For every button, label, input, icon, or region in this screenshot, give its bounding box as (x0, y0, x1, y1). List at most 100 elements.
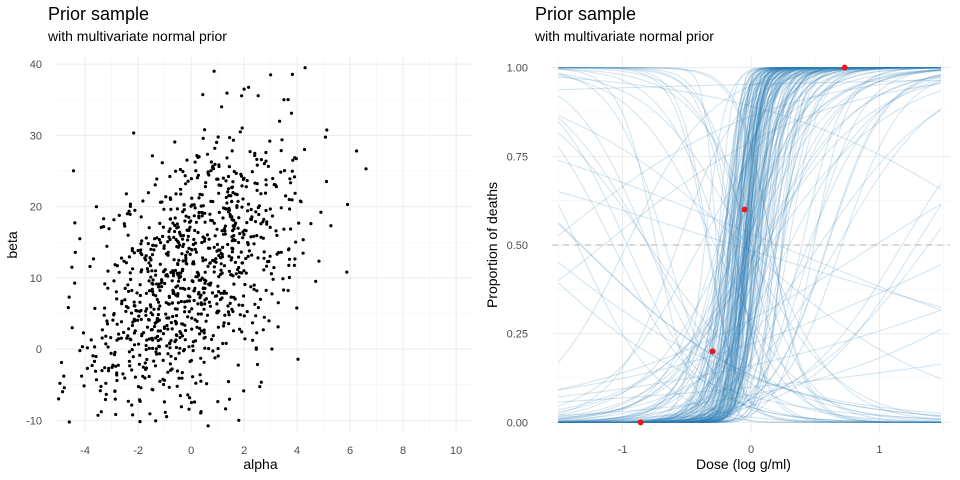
scatter-point (117, 270, 121, 274)
scatter-point (205, 233, 209, 237)
dose-response-curve (558, 67, 941, 423)
scatter-point (199, 293, 203, 297)
scatter-point (144, 313, 148, 317)
scatter-point (140, 268, 144, 272)
scatter-point (179, 187, 183, 191)
dose-response-curve (558, 67, 941, 423)
scatter-point (187, 299, 191, 303)
scatter-point (232, 295, 236, 299)
dose-response-curve (558, 67, 941, 423)
scatter-point (253, 220, 258, 224)
scatter-point (198, 373, 202, 377)
scatter-point (212, 221, 216, 225)
scatter-point (282, 98, 286, 102)
scatter-point (226, 190, 230, 194)
dose-response-x-tick-label: 0 (748, 444, 754, 456)
scatter-point (226, 187, 231, 191)
dose-response-curve (558, 67, 941, 423)
scatter-point (78, 349, 82, 353)
scatter-point (128, 202, 132, 206)
scatter-point (147, 261, 151, 265)
scatter-point (317, 259, 321, 263)
dose-response-curve (558, 69, 942, 407)
dose-response-curve (558, 67, 941, 423)
scatter-point (244, 256, 248, 261)
dose-response-curve (558, 67, 941, 423)
dose-response-curve (558, 83, 942, 282)
scatter-point (115, 297, 119, 301)
dose-response-curve (558, 67, 942, 423)
scatter-point (138, 283, 142, 287)
scatter-point (115, 378, 119, 383)
scatter-point (183, 219, 187, 223)
scatter-point (166, 352, 170, 356)
scatter-point (224, 291, 228, 295)
scatter-point (160, 285, 164, 289)
dose-response-curve (558, 67, 941, 423)
scatter-point (244, 185, 248, 189)
dose-response-curve (558, 67, 941, 423)
scatter-point (203, 346, 207, 350)
scatter-point (163, 281, 167, 286)
dose-response-curve (558, 67, 941, 423)
dose-response-curve (558, 115, 942, 380)
scatter-point (264, 178, 268, 182)
scatter-point (290, 72, 294, 76)
scatter-point (203, 270, 207, 274)
scatter-point (94, 378, 99, 382)
scatter-point (130, 288, 134, 293)
scatter-point (150, 287, 154, 291)
dose-response-curve (558, 67, 941, 423)
dose-response-curve (558, 67, 941, 423)
scatter-point (160, 161, 164, 165)
scatter-point (197, 216, 201, 220)
dose-response-curve (558, 67, 941, 423)
scatter-point (239, 250, 243, 254)
scatter-point (131, 267, 135, 271)
scatter-point (208, 304, 212, 308)
scatter-point (203, 298, 207, 302)
dose-response-curve (558, 69, 942, 421)
scatter-point (151, 290, 155, 294)
scatter-point (324, 179, 329, 184)
scatter-point (174, 345, 178, 350)
dose-response-curve (558, 67, 941, 423)
dose-response-curve (558, 67, 941, 423)
scatter-point (182, 349, 186, 353)
dose-response-curve (558, 67, 941, 423)
scatter-point (202, 328, 206, 332)
scatter-point (168, 174, 172, 179)
scatter-point (219, 291, 223, 295)
dose-response-curve (558, 67, 941, 423)
dose-response-curve (558, 67, 941, 423)
scatter-point (207, 347, 211, 351)
scatter-point (158, 288, 162, 293)
dose-response-curve (558, 73, 941, 423)
dose-response-curve (558, 117, 942, 422)
dose-response-curve (558, 67, 941, 423)
scatter-point (213, 294, 217, 298)
scatter-point (216, 354, 220, 358)
scatter-point (238, 327, 242, 331)
scatter-point (183, 287, 187, 291)
dose-response-curve (558, 75, 942, 418)
scatter-point (138, 293, 142, 298)
scatter-point (127, 327, 131, 331)
dose-response-curve (558, 67, 941, 423)
scatter-point (237, 275, 241, 279)
scatter-point (282, 227, 286, 231)
scatter-point (100, 336, 104, 340)
dose-response-curve (558, 67, 941, 423)
scatter-point (162, 244, 166, 248)
scatter-point (182, 278, 186, 282)
scatter-point (203, 281, 207, 285)
scatter-point (181, 237, 185, 241)
scatter-point (135, 291, 139, 295)
scatter-point (184, 328, 188, 333)
scatter-point (126, 283, 130, 287)
scatter-point (166, 370, 170, 374)
dose-response-curve (558, 67, 941, 423)
scatter-point (292, 175, 297, 179)
dose-response-curve (558, 109, 942, 419)
scatter-point (175, 207, 179, 211)
